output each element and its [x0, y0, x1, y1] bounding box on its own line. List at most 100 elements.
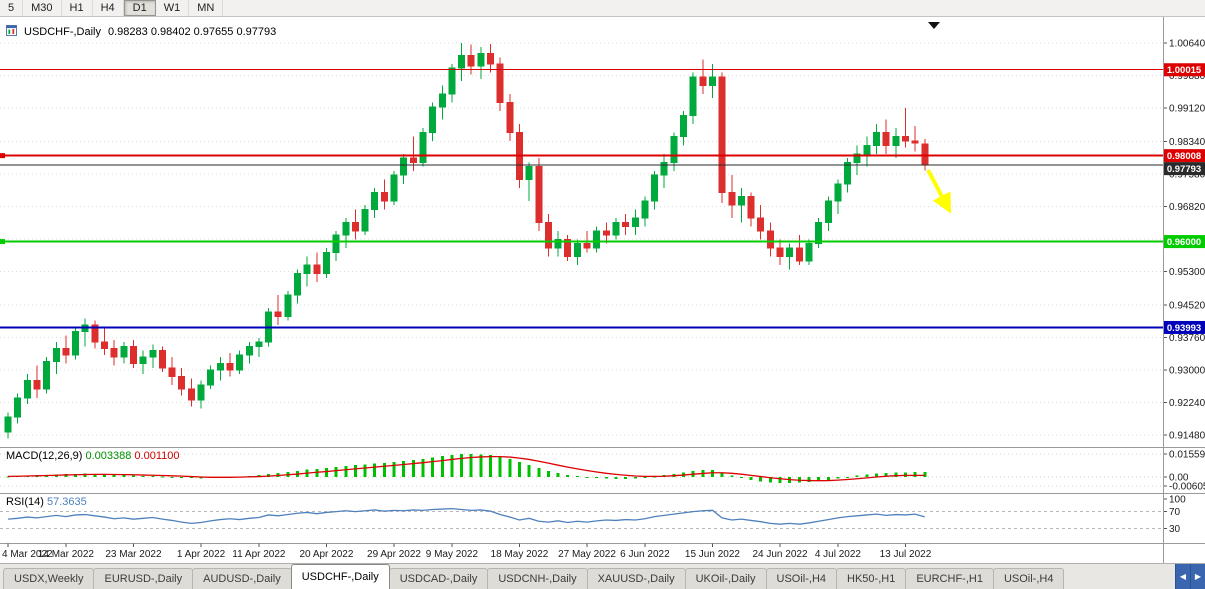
- chart-svg[interactable]: 1.006400.998800.991200.983400.975800.968…: [0, 17, 1205, 563]
- price-chart-plot[interactable]: [0, 17, 1163, 447]
- timeframe-5[interactable]: 5: [0, 0, 24, 16]
- macd-histogram-bar: [479, 454, 483, 477]
- candle-body: [680, 114, 687, 138]
- candle-body: [303, 264, 311, 275]
- tab-usdcnh-daily[interactable]: USDCNH-,Daily: [487, 568, 588, 589]
- candle-body: [158, 350, 166, 369]
- tab-usdchf-daily[interactable]: USDCHF-,Daily: [290, 564, 390, 589]
- triangle-marker-annotation[interactable]: [928, 22, 940, 29]
- candle-body: [274, 311, 282, 317]
- macd-histogram-bar: [817, 477, 821, 482]
- macd-histogram-bar: [614, 477, 618, 479]
- candle-body: [525, 166, 533, 181]
- tab-usdcad-daily[interactable]: USDCAD-,Daily: [388, 568, 489, 589]
- candle-body: [62, 348, 70, 356]
- candle-body: [544, 221, 552, 249]
- macd-histogram-bar: [875, 473, 878, 477]
- date-tick-label: 14 Mar 2022: [38, 549, 95, 560]
- rsi-label: RSI(14) 57.3635: [6, 496, 87, 508]
- candle-body: [573, 243, 581, 258]
- chart-area[interactable]: 1.006400.998800.991200.983400.975800.968…: [0, 17, 1205, 563]
- tab-usoil-h4[interactable]: USOil-,H4: [992, 568, 1065, 589]
- candle-body: [631, 217, 639, 228]
- rsi-tick-label: 30: [1169, 524, 1181, 535]
- candle-body: [728, 191, 736, 206]
- candle-body: [795, 247, 803, 262]
- timeframe-mn[interactable]: MN: [189, 0, 224, 16]
- price-tick-label: 0.92240: [1169, 398, 1205, 409]
- candle-body: [535, 166, 543, 223]
- candle-body: [72, 330, 80, 356]
- date-tick-label: 18 May 2022: [491, 549, 549, 560]
- timeframe-m30[interactable]: M30: [23, 0, 62, 16]
- timeframe-h4[interactable]: H4: [93, 0, 124, 16]
- candle-body: [129, 345, 137, 365]
- price-tick-label: 1.00640: [1169, 39, 1205, 50]
- candle-body: [43, 360, 51, 390]
- macd-histogram-bar: [180, 477, 184, 478]
- macd-histogram-bar: [469, 454, 473, 477]
- tab-xauusd-daily[interactable]: XAUUSD-,Daily: [586, 568, 686, 589]
- hline-handle[interactable]: [0, 153, 5, 159]
- candle-body: [120, 345, 128, 358]
- tabs-scroll-right-icon[interactable]: ▶: [1190, 564, 1205, 589]
- candle-body: [390, 174, 398, 202]
- candle-body: [670, 136, 678, 163]
- candle-body: [178, 375, 186, 390]
- macd-histogram-bar: [122, 475, 126, 477]
- macd-histogram-bar: [846, 477, 850, 478]
- macd-histogram-bar: [527, 464, 531, 477]
- candle-body: [33, 380, 41, 390]
- tab-eurchf-h1[interactable]: EURCHF-,H1: [905, 568, 994, 589]
- candle-body: [332, 234, 340, 253]
- timeframe-h1[interactable]: H1: [62, 0, 93, 16]
- macd-histogram-bar: [431, 457, 435, 477]
- candle-body: [409, 157, 417, 163]
- price-label-text: 0.97793: [1167, 164, 1201, 175]
- candle-body: [14, 397, 22, 418]
- tabs-scroll-left-icon[interactable]: ◀: [1175, 564, 1190, 589]
- macd-histogram-bar: [363, 464, 367, 477]
- macd-histogram-bar: [537, 468, 541, 477]
- hline-handle[interactable]: [0, 239, 5, 245]
- price-axis[interactable]: [1163, 17, 1205, 563]
- tab-hk50-h1[interactable]: HK50-,H1: [836, 568, 907, 589]
- candle-body: [583, 243, 591, 249]
- macd-histogram-bar: [604, 477, 608, 479]
- macd-histogram-bar: [710, 469, 714, 477]
- tab-usoil-h4[interactable]: USOil-,H4: [765, 568, 838, 589]
- timeframe-toolbar: 5 M30 H1 H4 D1 W1 MN: [0, 0, 1205, 17]
- macd-histogram-bar: [826, 477, 830, 480]
- tab-eurusd-daily[interactable]: EURUSD-,Daily: [93, 568, 194, 589]
- macd-histogram-bar: [923, 472, 927, 477]
- timeframe-w1[interactable]: W1: [156, 0, 190, 16]
- macd-histogram-bar: [730, 475, 734, 477]
- macd-histogram-bar: [460, 453, 464, 477]
- candle-body: [911, 140, 919, 144]
- tab-usdx-weekly[interactable]: USDX,Weekly: [3, 568, 95, 589]
- date-tick-label: 29 Apr 2022: [367, 549, 421, 560]
- candle-body: [419, 131, 427, 163]
- macd-label: MACD(12,26,9) 0.003388 0.001100: [6, 450, 179, 462]
- macd-histogram-bar: [556, 473, 560, 477]
- timeframe-d1[interactable]: D1: [123, 0, 156, 16]
- macd-histogram-bar: [199, 477, 203, 479]
- candle-body: [226, 363, 234, 371]
- candle-body: [245, 345, 253, 356]
- macd-histogram-bar: [517, 462, 521, 477]
- macd-histogram-bar: [768, 477, 772, 483]
- macd-histogram-bar: [189, 477, 193, 479]
- candle-body: [149, 350, 157, 358]
- yellow-arrow-annotation[interactable]: [926, 169, 951, 214]
- date-tick-label: 15 Jun 2022: [685, 549, 740, 560]
- price-label-text: 0.98008: [1167, 151, 1201, 162]
- price-label-box: [1163, 162, 1205, 176]
- macd-histogram-bar: [643, 477, 647, 478]
- candle-body: [400, 157, 408, 176]
- tab-audusd-daily[interactable]: AUDUSD-,Daily: [192, 568, 292, 589]
- candle-body: [487, 52, 494, 65]
- tab-ukoil-daily[interactable]: UKOil-,Daily: [684, 568, 767, 589]
- rsi-panel[interactable]: [0, 494, 1163, 543]
